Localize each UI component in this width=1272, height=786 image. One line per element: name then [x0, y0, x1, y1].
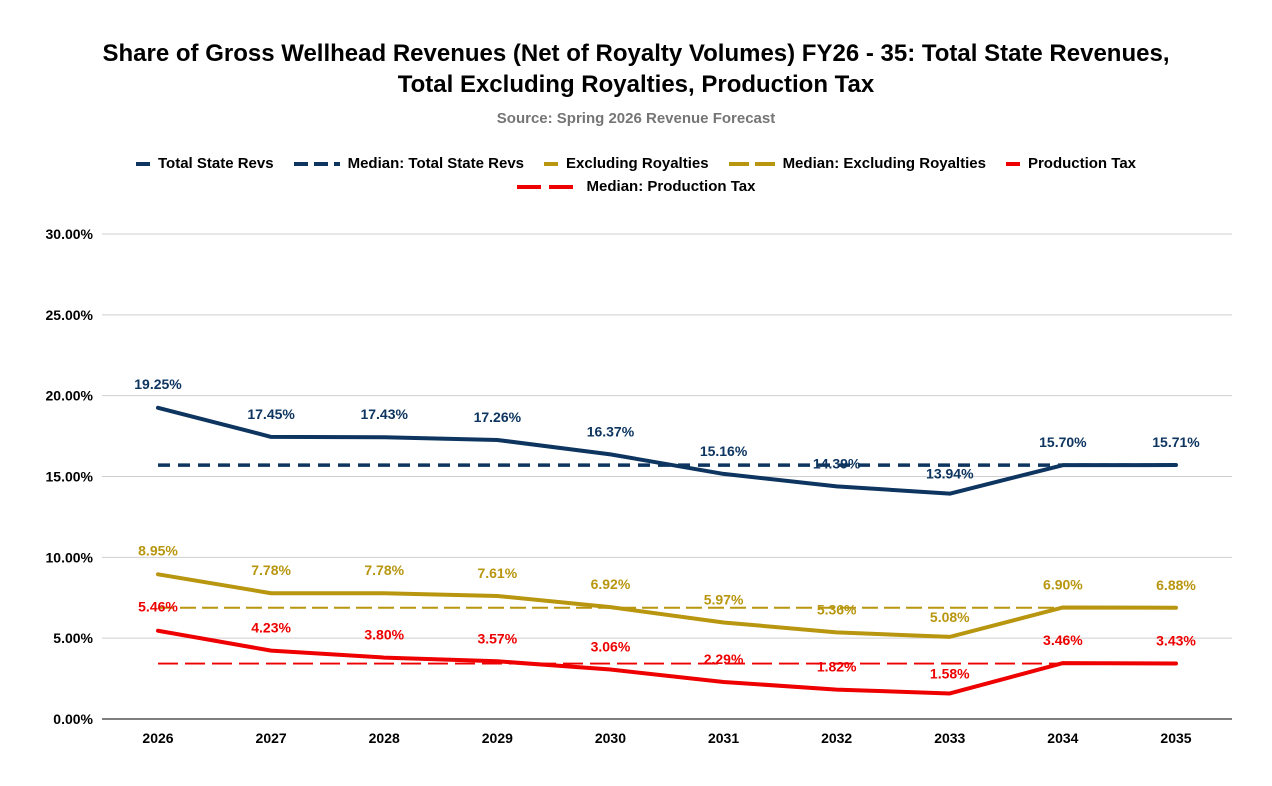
series-line	[156, 628, 1178, 696]
y-tick-label: 30.00%	[46, 226, 94, 242]
x-tick-label: 2026	[142, 730, 173, 746]
legend-item-production-tax: Production Tax	[1005, 154, 1136, 173]
x-tick-label: 2035	[1160, 730, 1191, 746]
data-label: 19.25%	[134, 376, 182, 392]
y-tick-label: 25.00%	[46, 307, 94, 323]
data-label: 1.82%	[817, 659, 857, 675]
data-label: 5.46%	[138, 599, 178, 615]
legend-label: Median: Production Tax	[586, 178, 756, 195]
data-label: 3.57%	[477, 630, 517, 646]
x-tick-label: 2030	[595, 730, 626, 746]
legend-swatch-dashed-icon	[728, 161, 775, 166]
grid-lines	[102, 233, 1232, 720]
median-lines	[158, 463, 1176, 665]
legend-swatch-dashed-icon	[293, 161, 340, 166]
legend-swatch-solid-icon	[544, 161, 559, 166]
x-tick-label: 2028	[369, 730, 400, 746]
legend-item-median-production-tax: Median: Production Tax	[516, 177, 756, 196]
chart-title: Share of Gross Wellhead Revenues (Net of…	[0, 38, 1272, 100]
legend-label: Total State Revs	[157, 155, 274, 172]
legend-swatch-solid-icon	[135, 161, 150, 166]
data-label: 3.06%	[591, 639, 631, 655]
data-label: 13.94%	[926, 466, 974, 482]
data-label: 6.90%	[1043, 576, 1083, 592]
data-label: 5.36%	[817, 601, 857, 617]
data-label: 17.43%	[360, 406, 408, 422]
legend-swatch-dashed-icon	[516, 184, 579, 189]
legend-item-total-state-revs: Total State Revs	[135, 154, 274, 173]
data-label: 15.16%	[700, 443, 748, 459]
data-label: 15.71%	[1152, 434, 1200, 450]
chart-legend: Total State Revs Median: Total State Rev…	[0, 154, 1272, 196]
y-tick-label: 5.00%	[53, 630, 93, 646]
data-label: 15.70%	[1039, 434, 1087, 450]
y-tick-label: 15.00%	[46, 469, 94, 485]
series-line	[156, 572, 1178, 639]
x-tick-label: 2033	[934, 730, 965, 746]
chart-subtitle: Source: Spring 2026 Revenue Forecast	[496, 110, 776, 127]
x-tick-label: 2034	[1047, 730, 1078, 746]
data-label: 14.39%	[813, 455, 861, 471]
series-lines	[156, 405, 1178, 696]
data-label: 3.43%	[1156, 633, 1196, 649]
series-line	[156, 405, 1178, 496]
data-label: 1.58%	[930, 665, 970, 681]
data-label: 5.97%	[704, 591, 744, 607]
legend-label: Excluding Royalties	[566, 155, 709, 172]
chart-title-line-1: Share of Gross Wellhead Revenues (Net of…	[102, 40, 1170, 67]
x-tick-label: 2031	[708, 730, 739, 746]
data-label: 3.80%	[364, 627, 404, 643]
y-tick-label: 10.00%	[46, 549, 94, 565]
legend-label: Median: Total State Revs	[347, 155, 525, 172]
legend-item-excluding-royalties: Excluding Royalties	[544, 154, 709, 173]
y-axis-ticks: 0.00% 5.00% 10.00% 15.00% 20.00% 25.00% 30.00%	[46, 226, 94, 727]
data-label: 3.46%	[1043, 632, 1083, 648]
x-axis-ticks: 2026 2027 2028 2029 2030 2031 2032 2033 2034 2035	[142, 730, 1191, 746]
data-label: 4.23%	[251, 620, 291, 636]
data-label: 7.61%	[477, 565, 517, 581]
legend-item-median-excluding-royalties: Median: Excluding Royalties	[728, 154, 986, 173]
data-label: 6.92%	[591, 576, 631, 592]
data-label: 7.78%	[251, 562, 291, 578]
x-tick-label: 2029	[482, 730, 513, 746]
data-label: 16.37%	[587, 423, 635, 439]
data-label: 5.08%	[930, 609, 970, 625]
legend-swatch-solid-icon	[1005, 161, 1020, 166]
legend-item-median-total-state-revs: Median: Total State Revs	[293, 154, 525, 173]
legend-label: Median: Excluding Royalties	[782, 155, 986, 172]
x-tick-label: 2027	[256, 730, 287, 746]
x-tick-label: 2032	[821, 730, 852, 746]
legend-label: Production Tax	[1027, 155, 1136, 172]
data-labels: 19.25% 17.45% 17.43% 17.26% 16.37% 15.16% 14.3…	[134, 376, 1200, 682]
data-label: 8.95%	[138, 542, 178, 558]
data-label: 17.26%	[474, 409, 522, 425]
data-label: 7.78%	[364, 562, 404, 578]
data-label: 2.29%	[704, 651, 744, 667]
y-tick-label: 0.00%	[53, 711, 93, 727]
y-tick-label: 20.00%	[46, 388, 94, 404]
data-label: 17.45%	[247, 406, 295, 422]
data-label: 6.88%	[1156, 577, 1196, 593]
chart-title-line-2: Total Excluding Royalties, Production Ta…	[397, 71, 875, 98]
